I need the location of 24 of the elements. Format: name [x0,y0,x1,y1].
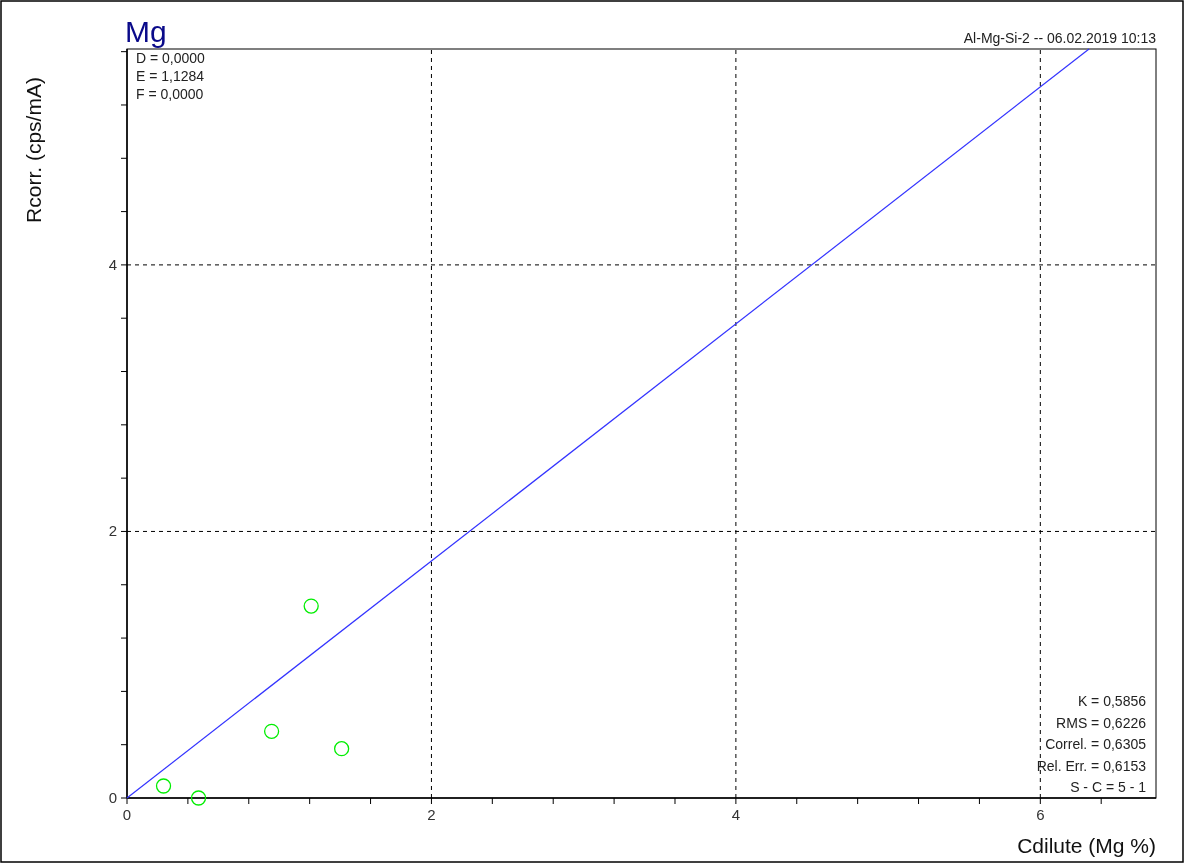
y-tick-label: 4 [108,255,117,273]
point [190,790,207,806]
point [303,598,319,614]
y-tick-label: 0 [108,789,117,806]
y-tick-label: 2 [108,522,117,540]
annotation: E = 1,1284 [136,68,205,84]
point [155,778,172,794]
x-axis-title: Cdilute (Mg %) [1017,834,1156,857]
annotation: S - C = 5 - 1 [1070,779,1147,795]
chart-title: Mg [125,15,167,48]
y-axis-title: Rcorr. (cps/mA) [22,77,45,223]
x-tick-label: 4 [731,806,741,823]
annotation: D = 0,0000 [136,50,206,66]
x-tick-label: 2 [427,806,436,823]
annotation: RMS = 0,6226 [1056,714,1147,731]
annotation: K = 0,5856 [1077,693,1147,709]
point [263,723,280,740]
chart-subtitle: Al-Mg-Si-2 -- 06.02.2019 10:13 [963,30,1157,46]
annotation: F = 0,0000 [136,86,204,102]
annotation: Rel. Err. = 0,6153 [1036,757,1147,774]
annotation: Correl. = 0,6305 [1045,736,1147,752]
x-tick-label: 0 [122,806,132,823]
x-tick-label: 6 [1036,806,1045,823]
point [333,741,350,757]
